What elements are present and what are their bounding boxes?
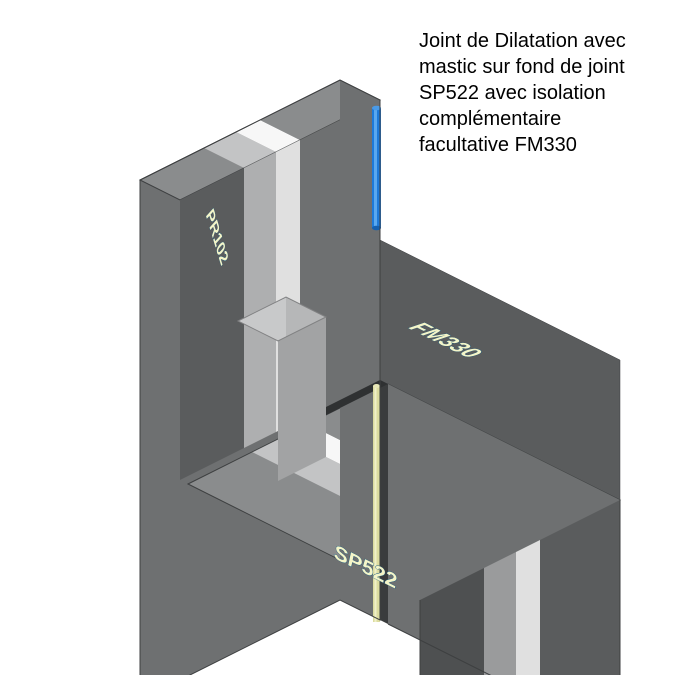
description-text: Joint de Dilatation avec mastic sur fond… (419, 28, 639, 158)
lower-right-light (484, 552, 516, 675)
sp522-hilight (375, 386, 377, 622)
lower-right-white (516, 540, 540, 675)
tall-front-light (244, 152, 276, 448)
fm330-right (278, 317, 326, 481)
pr102-hilight (374, 108, 377, 228)
